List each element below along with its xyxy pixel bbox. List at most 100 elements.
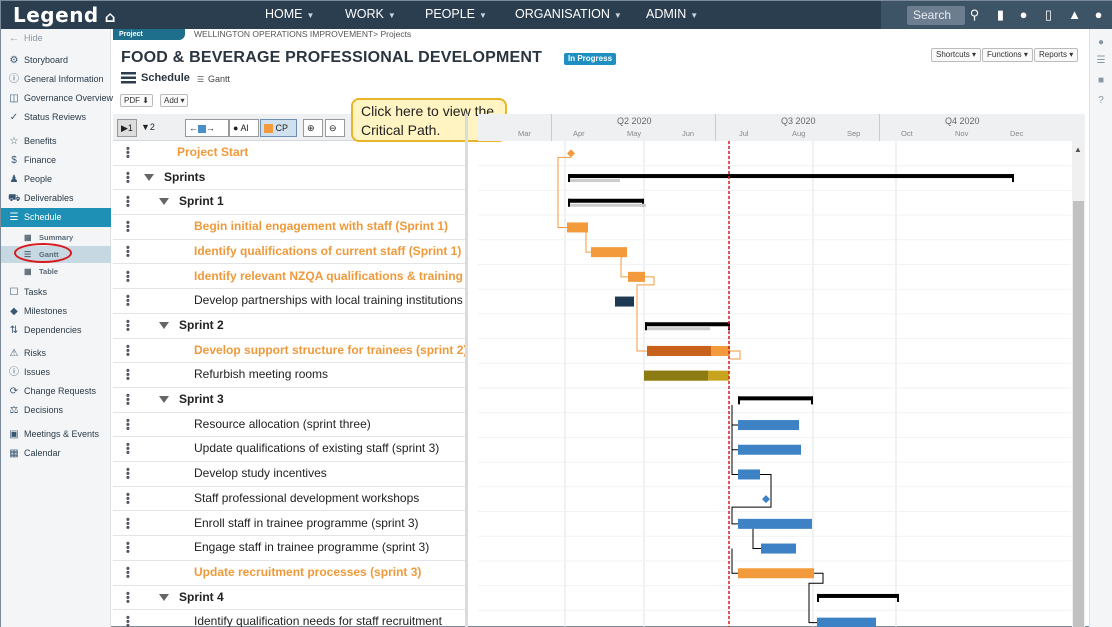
summary-bar[interactable] (568, 174, 1014, 179)
scrollbar-thumb[interactable] (1073, 201, 1084, 627)
drag-handle-icon[interactable]: • • • (126, 315, 130, 336)
summary-bar[interactable] (645, 322, 730, 327)
task-name[interactable]: Develop partnerships with local training… (194, 293, 463, 308)
hide-sidebar-button[interactable]: ← Hide (1, 29, 111, 48)
summary-bar[interactable] (738, 396, 813, 401)
expand-button[interactable]: ▼2 (138, 119, 156, 137)
all-button[interactable]: ● Al (229, 119, 259, 137)
drag-handle-icon[interactable]: • • • (126, 513, 130, 534)
summary-bar-end[interactable] (1012, 174, 1014, 183)
task-bar[interactable] (761, 543, 796, 554)
nav-work[interactable]: WORK ▼ (345, 1, 396, 29)
summary-bar-end[interactable] (897, 593, 899, 602)
summary-bar[interactable] (817, 593, 899, 598)
task-name[interactable]: Identify qualification needs for staff r… (194, 614, 442, 627)
sidebar-item-meetings-events[interactable]: ▣ Meetings & Events (1, 425, 111, 444)
collapse-icon[interactable] (159, 593, 169, 601)
task-name[interactable]: Project Start (177, 145, 249, 159)
summary-progress[interactable] (570, 203, 646, 207)
sidebar-item-change-requests[interactable]: ⟳ Change Requests (1, 382, 111, 401)
drag-handle-icon[interactable]: • • • (126, 390, 130, 410)
task-bar[interactable] (615, 296, 634, 307)
drag-handle-icon[interactable]: • • • (126, 365, 130, 386)
summary-bar-end[interactable] (568, 174, 570, 183)
sidebar-item-calendar[interactable]: ▦ Calendar (1, 444, 111, 463)
sidebar-sub-table[interactable]: ▦ Table (1, 263, 111, 280)
summary-bar-end[interactable] (738, 396, 740, 405)
sidebar-item-dependencies[interactable]: ⇅ Dependencies (1, 321, 111, 340)
nav-admin[interactable]: ADMIN ▼ (646, 1, 698, 29)
table-row[interactable]: • • • Sprints (113, 166, 466, 191)
task-name[interactable]: Sprints (164, 169, 206, 184)
sidebar-item-milestones[interactable]: ◆ Milestones (1, 302, 111, 321)
table-row[interactable]: • • • Staff professional development worksh… (113, 487, 466, 512)
drag-handle-icon[interactable]: • • • (126, 217, 130, 238)
task-name[interactable]: Refurbish meeting rooms (194, 367, 329, 382)
task-bar[interactable] (738, 518, 812, 529)
comment-icon[interactable]: ● (1097, 37, 1105, 48)
task-name[interactable]: Sprint 1 (179, 194, 224, 209)
drag-handle-icon[interactable]: • • • (126, 488, 130, 509)
task-name[interactable]: Update qualifications of existing staff … (194, 441, 440, 456)
search-input[interactable]: Search (907, 6, 965, 25)
reports-button[interactable]: Reports ▾ (1034, 48, 1079, 62)
drag-handle-icon[interactable]: • • • (126, 439, 130, 460)
drag-handle-icon[interactable]: • • • (126, 414, 130, 435)
task-bar[interactable] (738, 444, 801, 455)
task-bar[interactable] (817, 617, 876, 627)
task-name[interactable]: Begin initial engagement with staff (Spr… (194, 219, 449, 234)
task-name[interactable]: Identify qualifications of current staff… (194, 243, 462, 258)
task-bar[interactable] (591, 247, 627, 258)
table-row[interactable]: • • • Update qualifications of existing sta… (113, 437, 466, 463)
drag-handle-icon[interactable]: • • • (126, 464, 130, 485)
add-button[interactable]: Add ▾ (160, 94, 189, 107)
zoom-fit-button[interactable]: ← → (185, 119, 229, 137)
task-name[interactable]: Sprint 4 (179, 589, 224, 604)
bookmark-icon[interactable]: ▮ (996, 7, 1005, 22)
zoom-in-button[interactable]: ⊕ (303, 119, 323, 137)
sidebar-item-status-reviews[interactable]: ✓ Status Reviews (1, 108, 111, 127)
indent-button[interactable]: ▶1 (117, 119, 137, 137)
shortcuts-button[interactable]: Shortcuts ▾ (931, 48, 982, 62)
task-name[interactable]: Staff professional development workshops (194, 490, 420, 505)
table-row[interactable]: • • • Sprint 1 (113, 190, 466, 216)
sidebar-sub-summary[interactable]: ▦ Summary (1, 229, 111, 246)
drag-handle-icon[interactable]: • • • (126, 143, 130, 163)
sidebar-item-deliverables[interactable]: ⛟ Deliverables (1, 189, 111, 208)
breadcrumb[interactable]: WELLINGTON OPERATIONS IMPROVEMENT> Proje… (194, 29, 412, 39)
app-logo[interactable]: Legend ⌂ (13, 3, 116, 27)
task-bar[interactable] (738, 420, 799, 431)
nav-home[interactable]: HOME ▼ (265, 1, 314, 29)
summary-bar-end[interactable] (811, 396, 813, 405)
table-row[interactable]: • • • Sprint 3 (113, 388, 466, 413)
table-row[interactable]: • • • Engage staff in trainee programme (sp… (113, 536, 466, 561)
table-row[interactable]: • • • Refurbish meeting rooms (113, 363, 466, 388)
drag-handle-icon[interactable]: • • • (126, 340, 130, 361)
task-bar-progress[interactable] (644, 370, 708, 381)
collapse-icon[interactable] (159, 198, 169, 206)
drag-handle-icon[interactable]: • • • (126, 612, 130, 627)
sidebar-item-general-information[interactable]: ⓘ General Information (1, 70, 111, 89)
list-icon[interactable]: ☰ (1096, 55, 1106, 66)
drag-handle-icon[interactable]: • • • (126, 241, 130, 262)
pane-divider[interactable] (465, 114, 468, 627)
lock-icon[interactable]: ■ (1097, 75, 1105, 86)
sidebar-item-people[interactable]: ♟ People (1, 170, 111, 189)
sidebar-item-storyboard[interactable]: ⚙ Storyboard (1, 51, 111, 70)
drag-handle-icon[interactable]: • • • (126, 538, 130, 559)
drag-handle-icon[interactable]: • • • (126, 192, 130, 213)
user-icon[interactable]: ● (1094, 7, 1103, 22)
bell-icon[interactable]: ▲ (1068, 7, 1081, 22)
sidebar-item-governance-overview[interactable]: ◫ Governance Overview (1, 89, 113, 108)
task-name[interactable]: Identify relevant NZQA qualifications & … (194, 268, 463, 283)
summary-progress[interactable] (570, 179, 620, 183)
task-name[interactable]: Engage staff in trainee programme (sprin… (194, 540, 430, 555)
drag-handle-icon[interactable]: • • • (126, 587, 130, 608)
task-name[interactable]: Enroll staff in trainee programme (sprin… (194, 515, 419, 530)
summary-bar-end[interactable] (642, 198, 644, 207)
table-row[interactable]: • • • Project Start (113, 141, 466, 166)
drag-handle-icon[interactable]: • • • (126, 266, 130, 287)
help-icon[interactable]: ? (1098, 95, 1104, 106)
collapse-icon[interactable] (144, 173, 154, 181)
sidebar-item-issues[interactable]: ⓘ Issues (1, 363, 111, 382)
